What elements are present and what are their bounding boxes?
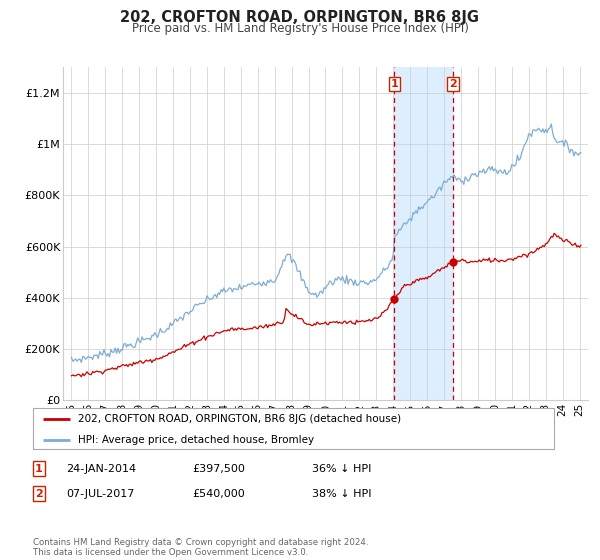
Text: 202, CROFTON ROAD, ORPINGTON, BR6 8JG (detached house): 202, CROFTON ROAD, ORPINGTON, BR6 8JG (d… [77, 413, 401, 423]
Text: 2: 2 [449, 79, 457, 89]
Text: 07-JUL-2017: 07-JUL-2017 [66, 489, 134, 499]
Text: 36% ↓ HPI: 36% ↓ HPI [312, 464, 371, 474]
Text: 2: 2 [35, 489, 43, 499]
Text: 38% ↓ HPI: 38% ↓ HPI [312, 489, 371, 499]
Text: 202, CROFTON ROAD, ORPINGTON, BR6 8JG: 202, CROFTON ROAD, ORPINGTON, BR6 8JG [121, 10, 479, 25]
Text: 24-JAN-2014: 24-JAN-2014 [66, 464, 136, 474]
Text: 1: 1 [35, 464, 43, 474]
Text: Price paid vs. HM Land Registry's House Price Index (HPI): Price paid vs. HM Land Registry's House … [131, 22, 469, 35]
Text: Contains HM Land Registry data © Crown copyright and database right 2024.: Contains HM Land Registry data © Crown c… [33, 538, 368, 547]
Text: £397,500: £397,500 [192, 464, 245, 474]
Text: £540,000: £540,000 [192, 489, 245, 499]
Text: HPI: Average price, detached house, Bromley: HPI: Average price, detached house, Brom… [77, 435, 314, 445]
Text: This data is licensed under the Open Government Licence v3.0.: This data is licensed under the Open Gov… [33, 548, 308, 557]
FancyBboxPatch shape [32, 408, 554, 449]
Bar [394, 67, 453, 400]
Text: 1: 1 [391, 79, 398, 89]
